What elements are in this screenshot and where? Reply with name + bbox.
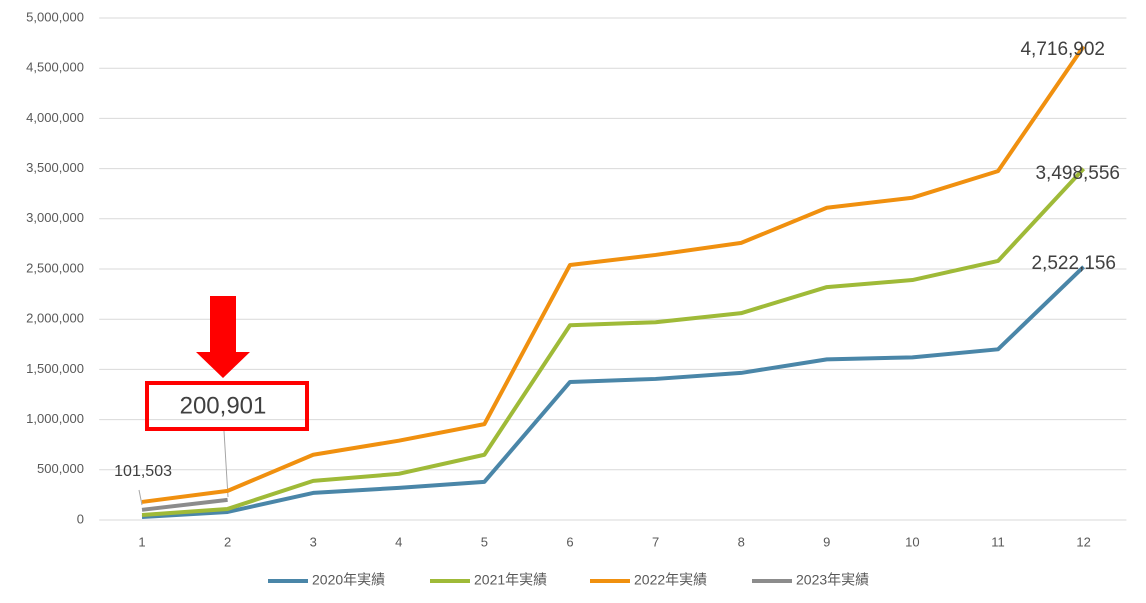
legend-label: 2023年実績 [796, 572, 869, 588]
y-tick-label: 3,000,000 [26, 210, 84, 225]
leader-line [138, 489, 143, 506]
legend-label: 2020年実績 [312, 572, 385, 588]
series-line [141, 45, 1086, 504]
x-tick-label: 6 [566, 534, 573, 549]
y-tick-label: 2,500,000 [26, 260, 84, 275]
x-tick-label: 4 [395, 534, 402, 549]
data-label: 3,498,556 [1035, 163, 1120, 184]
y-tick-label: 0 [77, 511, 84, 526]
y-tick-label: 3,500,000 [26, 160, 84, 175]
series-line [141, 167, 1086, 517]
x-tick-label: 5 [481, 534, 488, 549]
highlight-arrow [196, 296, 250, 378]
series-line [141, 497, 228, 512]
leader-line [223, 430, 229, 498]
grid-layer [99, 17, 1127, 521]
x-tick-label: 11 [991, 534, 1005, 549]
y-tick-label: 2,000,000 [26, 311, 84, 326]
x-tick-label: 9 [823, 534, 830, 549]
x-tick-label: 10 [905, 534, 919, 549]
highlight-box [145, 381, 309, 431]
y-tick-label: 5,000,000 [26, 9, 84, 24]
x-tick-label: 8 [738, 534, 745, 549]
x-tick-label: 7 [652, 534, 659, 549]
data-label: 2,522,156 [1031, 253, 1116, 274]
y-tick-label: 4,000,000 [26, 110, 84, 125]
y-tick-label: 500,000 [37, 461, 84, 476]
legend-label: 2022年実績 [634, 572, 707, 588]
data-label: 200,901 [180, 392, 267, 419]
data-label: 4,716,902 [1020, 39, 1105, 60]
x-tick-label: 2 [224, 534, 231, 549]
data-label: 101,503 [114, 463, 172, 480]
x-tick-label: 3 [310, 534, 317, 549]
legend-label: 2021年実績 [474, 572, 547, 588]
x-tick-label: 1 [138, 534, 145, 549]
y-tick-label: 4,500,000 [26, 60, 84, 75]
series-line [141, 265, 1085, 519]
y-tick-label: 1,000,000 [26, 411, 84, 426]
x-tick-label: 12 [1076, 534, 1090, 549]
y-tick-label: 1,500,000 [26, 361, 84, 376]
